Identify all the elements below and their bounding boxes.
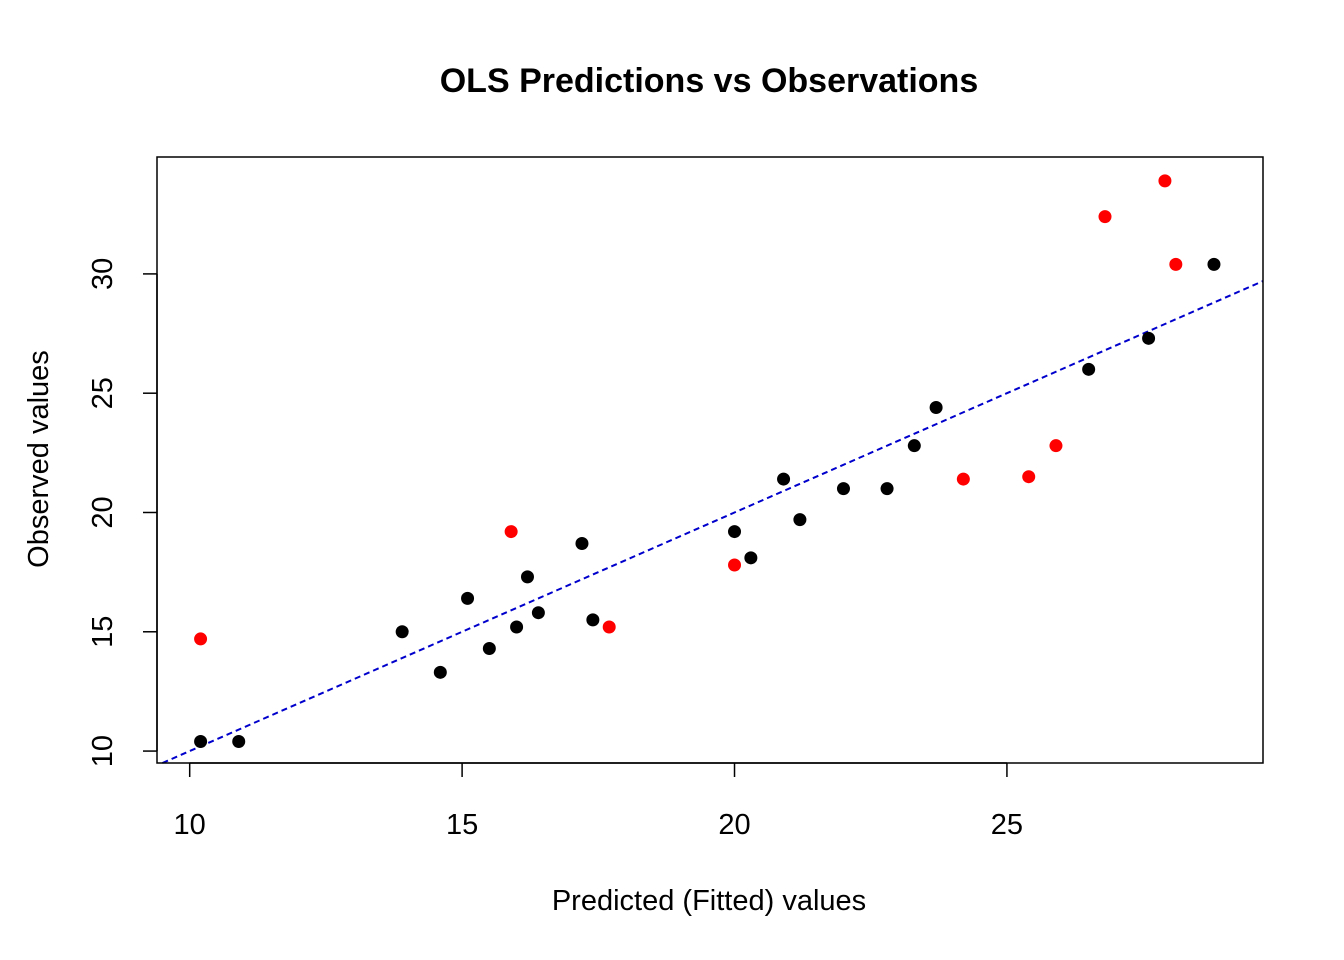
black-point-8: [531, 606, 545, 620]
black-point-0: [194, 735, 208, 749]
x-tick-label: 10: [174, 809, 206, 841]
black-point-21: [1207, 257, 1221, 271]
black-point-14: [793, 513, 807, 527]
red-point-0: [194, 632, 208, 646]
chart-title: OLS Predictions vs Observations: [440, 62, 979, 100]
y-tick-label: 25: [87, 377, 119, 409]
red-point-4: [956, 472, 970, 486]
y-axis-label: Observed values: [23, 350, 55, 568]
black-point-19: [1082, 362, 1096, 376]
reference-line-y-equals-x: [162, 280, 1264, 764]
black-point-7: [520, 570, 534, 584]
y-tick-label: 15: [87, 616, 119, 648]
red-point-7: [1098, 210, 1112, 224]
black-point-16: [880, 482, 894, 496]
red-point-3: [728, 558, 742, 572]
black-point-6: [510, 620, 524, 634]
red-point-1: [504, 525, 518, 539]
y-tick-label: 30: [87, 258, 119, 290]
red-point-6: [1049, 439, 1063, 453]
black-point-10: [586, 613, 600, 627]
black-point-9: [575, 537, 589, 551]
black-point-11: [728, 525, 742, 539]
black-point-1: [232, 735, 246, 749]
black-point-20: [1142, 331, 1156, 345]
black-point-18: [929, 401, 943, 415]
black-point-13: [777, 472, 791, 486]
black-point-17: [907, 439, 921, 453]
x-tick-label: 15: [446, 809, 478, 841]
x-tick-label: 25: [991, 809, 1023, 841]
red-point-8: [1158, 174, 1172, 188]
black-point-4: [461, 591, 475, 605]
red-point-9: [1169, 257, 1183, 271]
y-tick-label: 10: [87, 735, 119, 767]
red-point-2: [602, 620, 616, 634]
black-point-2: [395, 625, 409, 639]
plot-frame: [156, 156, 1264, 764]
x-axis-label: Predicted (Fitted) values: [552, 885, 866, 917]
black-point-5: [482, 641, 496, 655]
black-point-12: [744, 551, 758, 565]
y-tick-label: 20: [87, 496, 119, 528]
x-tick-label: 20: [718, 809, 750, 841]
black-point-3: [433, 665, 447, 679]
red-point-5: [1022, 470, 1036, 484]
black-point-15: [836, 482, 850, 496]
